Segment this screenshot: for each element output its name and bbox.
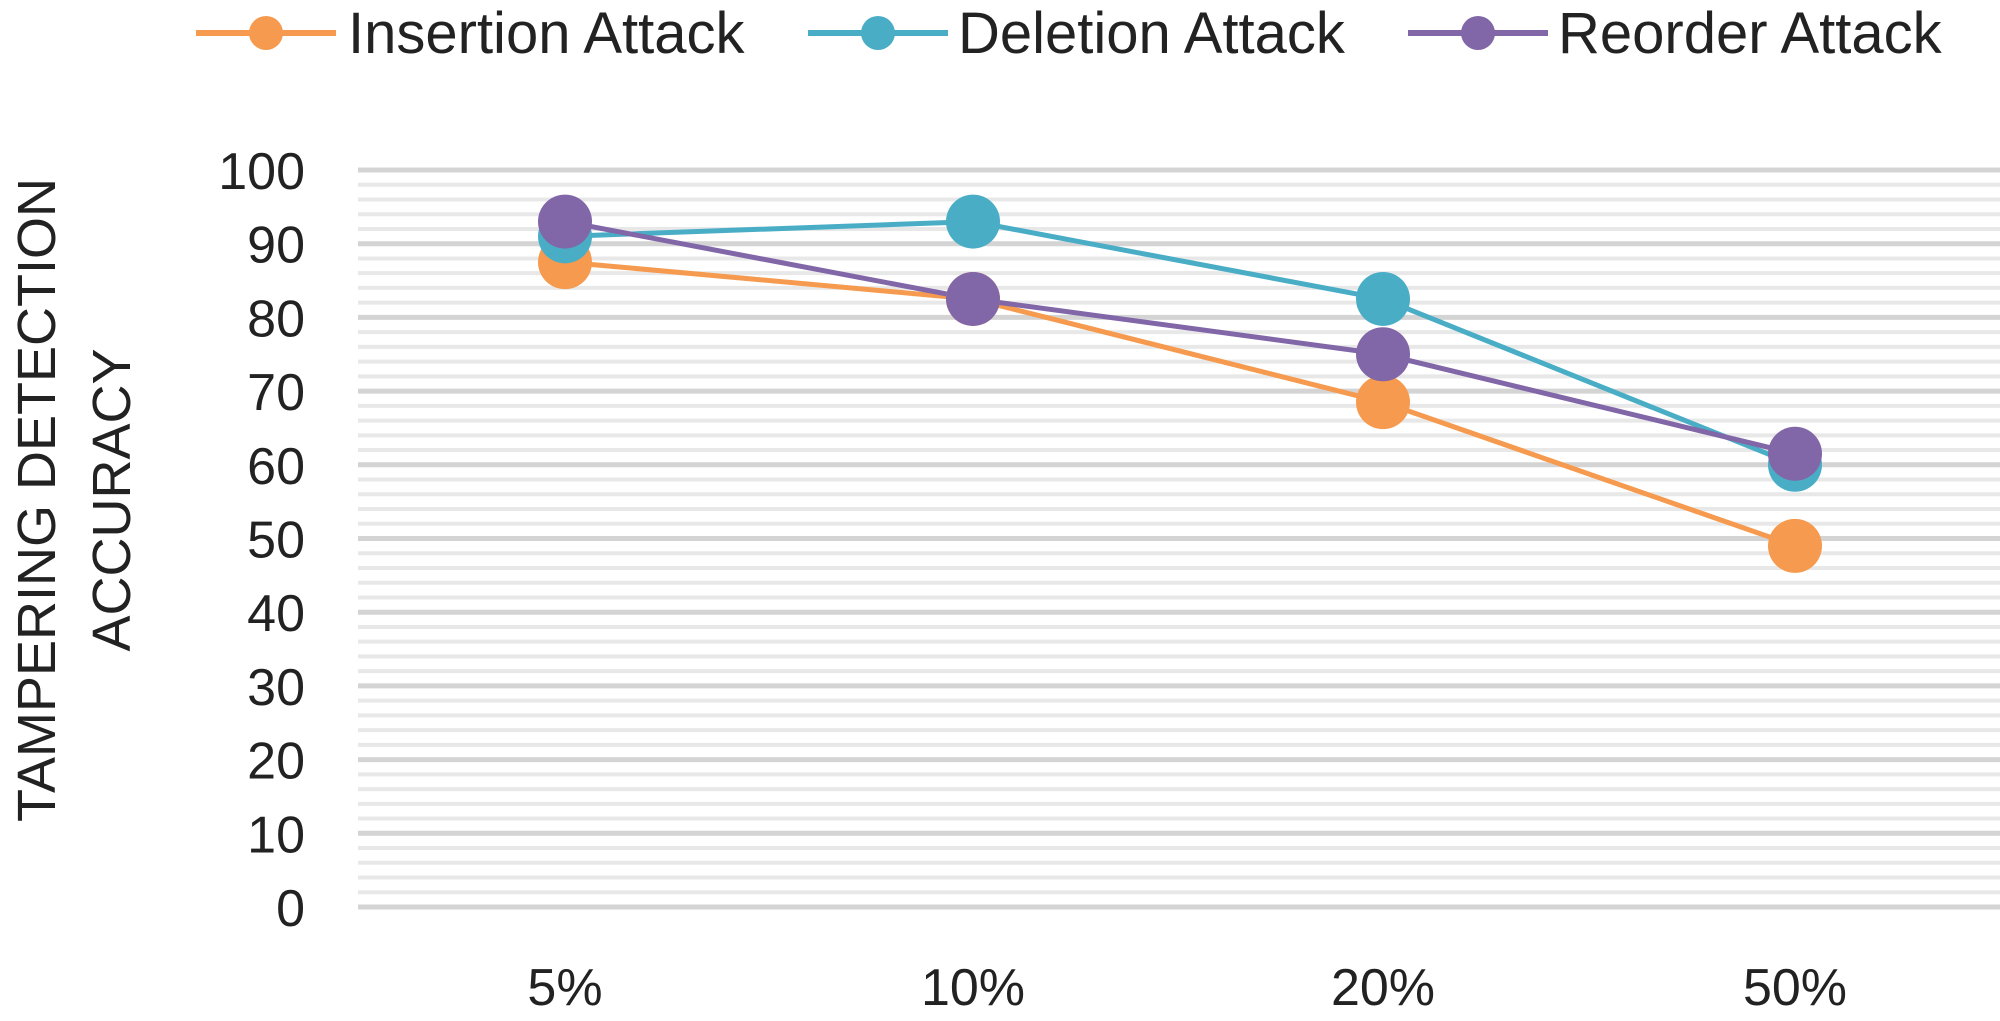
series-line (564, 219, 1796, 457)
x-tick-label: 50% (1743, 959, 1847, 1017)
x-tick-label: 5% (527, 959, 602, 1017)
data-point (946, 194, 1000, 249)
legend-marker (861, 16, 895, 50)
legend-label: Reorder Attack (1558, 1, 1943, 66)
series-line (564, 219, 1796, 468)
series-line (564, 259, 1796, 549)
data-point (946, 271, 1000, 326)
y-tick-label: 80 (247, 290, 305, 348)
series-points (538, 194, 1822, 573)
y-axis-label-line-1: TAMPERING DETECTION (7, 178, 67, 822)
legend-label: Insertion Attack (348, 1, 746, 66)
x-axis-ticks: 5% 10% 20% 50% (527, 959, 1847, 1017)
y-tick-label: 20 (247, 733, 305, 791)
legend-marker (1461, 16, 1495, 50)
data-point (1768, 518, 1822, 573)
y-tick-label: 90 (247, 217, 305, 275)
y-tick-label: 70 (247, 364, 305, 422)
x-tick-label: 10% (921, 959, 1025, 1017)
legend-marker (249, 16, 283, 50)
y-tick-label: 100 (218, 143, 305, 201)
y-axis-label: TAMPERING DETECTION ACCURACY (7, 178, 142, 822)
y-tick-label: 50 (247, 512, 305, 570)
data-point (538, 194, 592, 249)
data-point (1356, 271, 1410, 326)
x-tick-label: 20% (1331, 959, 1435, 1017)
y-tick-label: 30 (247, 659, 305, 717)
y-tick-label: 10 (247, 806, 305, 864)
data-point (1356, 375, 1410, 430)
legend: Insertion Attack Deletion Attack Reorder A… (196, 1, 1943, 66)
legend-label: Deletion Attack (958, 1, 1346, 66)
data-point (1768, 426, 1822, 481)
data-point (1356, 327, 1410, 382)
y-axis-label-line-2: ACCURACY (82, 348, 142, 651)
y-tick-label: 0 (276, 880, 305, 938)
y-axis-ticks: 0 10 20 30 40 50 60 70 80 90 100 (218, 143, 305, 938)
grid-lines (358, 167, 2000, 910)
series-lines (564, 219, 1796, 549)
y-tick-label: 60 (247, 438, 305, 496)
y-tick-label: 40 (247, 585, 305, 643)
